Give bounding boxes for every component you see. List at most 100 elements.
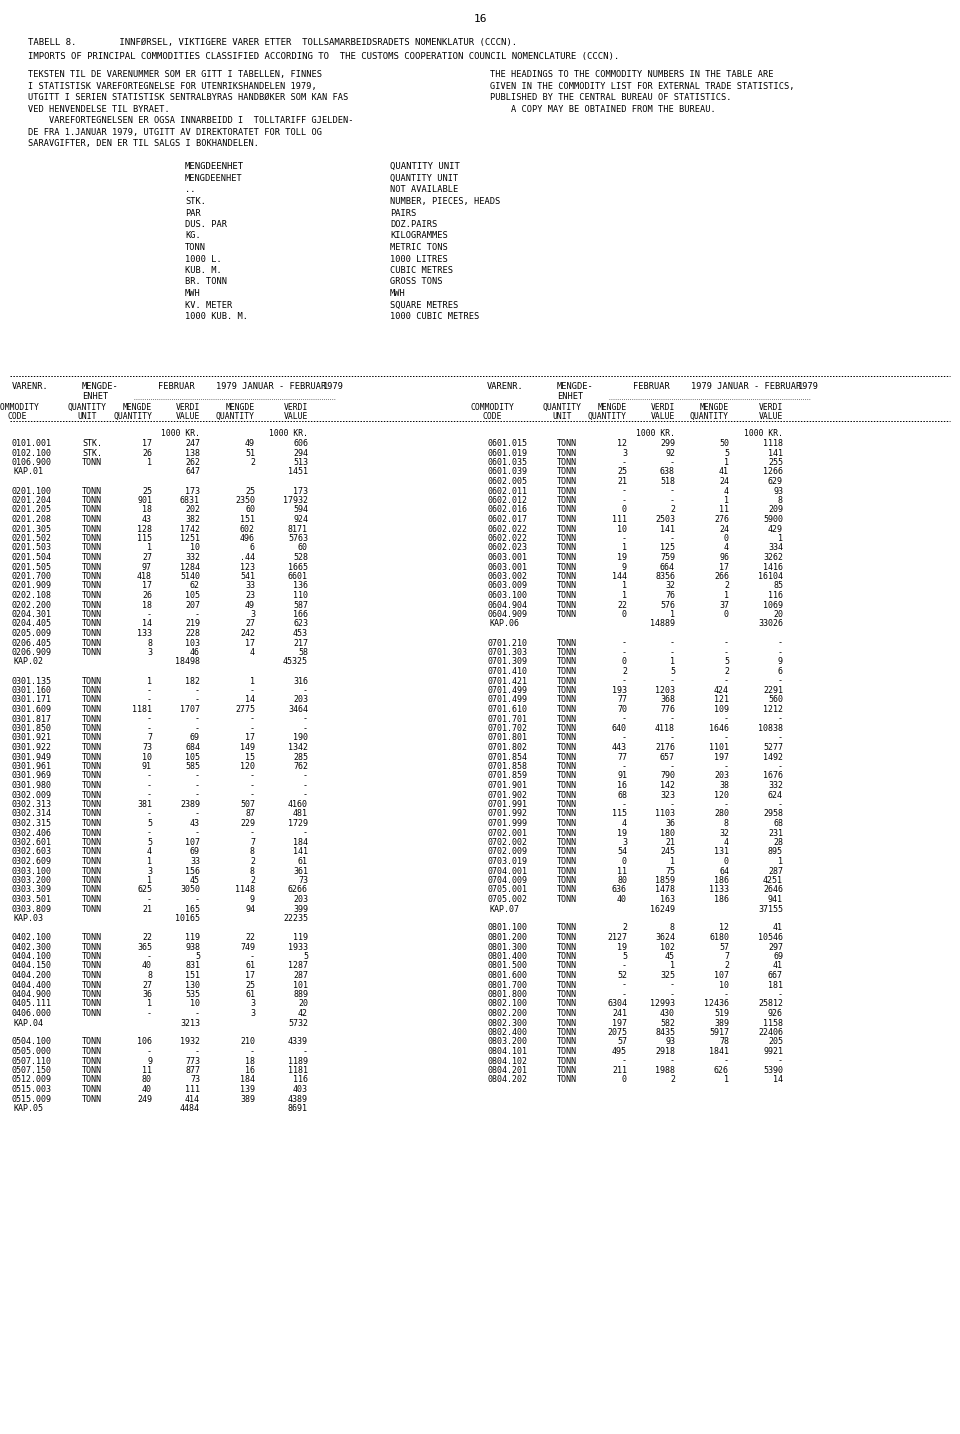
Text: 247: 247 <box>185 439 200 447</box>
Text: 1: 1 <box>670 609 675 619</box>
Text: -: - <box>147 1010 152 1018</box>
Text: 443: 443 <box>612 743 627 751</box>
Text: 325: 325 <box>660 971 675 979</box>
Text: TONN: TONN <box>82 790 102 800</box>
Text: 7: 7 <box>250 837 255 847</box>
Text: 197: 197 <box>714 753 729 761</box>
Text: -: - <box>622 533 627 543</box>
Text: TONN: TONN <box>82 829 102 837</box>
Text: TONN: TONN <box>557 819 577 827</box>
Text: SARAVGIFTER, DEN ER TIL SALGS I BOKHANDELEN.: SARAVGIFTER, DEN ER TIL SALGS I BOKHANDE… <box>28 139 259 148</box>
Text: 1118: 1118 <box>763 439 783 447</box>
Text: -: - <box>670 800 675 809</box>
Text: 0301.817: 0301.817 <box>12 714 52 724</box>
Text: 507: 507 <box>240 800 255 809</box>
Text: 205: 205 <box>768 1038 783 1047</box>
Text: 12993: 12993 <box>650 999 675 1008</box>
Text: 0201.205: 0201.205 <box>12 506 52 515</box>
Text: 73: 73 <box>190 1076 200 1084</box>
Text: -: - <box>670 761 675 771</box>
Text: UNIT: UNIT <box>77 412 97 422</box>
Text: 0205.009: 0205.009 <box>12 630 52 638</box>
Text: 1: 1 <box>670 858 675 866</box>
Text: 180: 180 <box>660 829 675 837</box>
Text: 11: 11 <box>617 866 627 876</box>
Text: TONN: TONN <box>185 242 206 252</box>
Text: 17: 17 <box>142 439 152 447</box>
Text: 20: 20 <box>773 609 783 619</box>
Text: 57: 57 <box>719 942 729 952</box>
Text: 25: 25 <box>245 486 255 496</box>
Text: 403: 403 <box>293 1086 308 1094</box>
Text: KAP.03: KAP.03 <box>14 913 44 923</box>
Text: 209: 209 <box>768 506 783 515</box>
Text: 640: 640 <box>612 724 627 733</box>
Text: 528: 528 <box>293 554 308 562</box>
Text: 0804.202: 0804.202 <box>487 1076 527 1084</box>
Text: 5900: 5900 <box>763 515 783 523</box>
Text: 17: 17 <box>245 638 255 648</box>
Text: 0206.405: 0206.405 <box>12 638 52 648</box>
Text: 203: 203 <box>293 895 308 903</box>
Text: TONN: TONN <box>557 1038 577 1047</box>
Text: 173: 173 <box>293 486 308 496</box>
Text: 166: 166 <box>293 609 308 619</box>
Text: 0301.922: 0301.922 <box>12 743 52 751</box>
Text: 16249: 16249 <box>650 905 675 913</box>
Text: 0: 0 <box>622 609 627 619</box>
Text: TONN: TONN <box>82 619 102 628</box>
Text: 231: 231 <box>768 829 783 837</box>
Text: MWH: MWH <box>185 290 201 298</box>
Text: 0404.150: 0404.150 <box>12 962 52 971</box>
Text: 0602.022: 0602.022 <box>487 533 527 543</box>
Text: -: - <box>622 962 627 971</box>
Text: -: - <box>778 638 783 648</box>
Text: 0201.204: 0201.204 <box>12 496 52 505</box>
Text: TONN: TONN <box>557 971 577 979</box>
Text: 144: 144 <box>612 572 627 581</box>
Text: -: - <box>622 981 627 989</box>
Text: -: - <box>670 677 675 685</box>
Text: 5763: 5763 <box>288 533 308 543</box>
Text: 0201.503: 0201.503 <box>12 543 52 552</box>
Text: 190: 190 <box>293 734 308 743</box>
Text: 17: 17 <box>719 562 729 572</box>
Text: 2958: 2958 <box>763 810 783 819</box>
Text: 0602.005: 0602.005 <box>487 478 527 486</box>
Text: 62: 62 <box>190 582 200 591</box>
Text: MENGDE: MENGDE <box>598 403 627 412</box>
Text: 1: 1 <box>670 658 675 667</box>
Text: 831: 831 <box>185 962 200 971</box>
Text: 0603.002: 0603.002 <box>487 572 527 581</box>
Text: -: - <box>147 895 152 903</box>
Text: 69: 69 <box>190 847 200 856</box>
Text: TONN: TONN <box>82 886 102 895</box>
Text: TONN: TONN <box>557 562 577 572</box>
Text: -: - <box>622 800 627 809</box>
Text: 625: 625 <box>137 886 152 895</box>
Text: 429: 429 <box>768 525 783 533</box>
Text: TONN: TONN <box>557 858 577 866</box>
Text: 0507.110: 0507.110 <box>12 1057 52 1065</box>
Text: 8: 8 <box>250 866 255 876</box>
Text: CUBIC METRES: CUBIC METRES <box>390 265 453 275</box>
Text: 0801.200: 0801.200 <box>487 934 527 942</box>
Text: 2075: 2075 <box>607 1028 627 1037</box>
Text: 16: 16 <box>617 782 627 790</box>
Text: COMMODITY: COMMODITY <box>470 403 514 412</box>
Text: 10: 10 <box>190 543 200 552</box>
Text: KAP.01: KAP.01 <box>14 467 44 476</box>
Text: TABELL 8.        INNFØRSEL, VIKTIGERE VARER ETTER  TOLLSAMARBEIDSRADETS NOMENKLA: TABELL 8. INNFØRSEL, VIKTIGERE VARER ETT… <box>28 37 517 47</box>
Text: 399: 399 <box>293 905 308 913</box>
Text: 2389: 2389 <box>180 800 200 809</box>
Text: 1: 1 <box>622 591 627 599</box>
Text: 0: 0 <box>724 858 729 866</box>
Text: 5: 5 <box>670 667 675 675</box>
Text: 535: 535 <box>185 989 200 999</box>
Text: 0301.135: 0301.135 <box>12 677 52 685</box>
Text: 0302.601: 0302.601 <box>12 837 52 847</box>
Text: TONN: TONN <box>82 1086 102 1094</box>
Text: 3624: 3624 <box>655 934 675 942</box>
Text: -: - <box>195 782 200 790</box>
Text: 334: 334 <box>768 543 783 552</box>
